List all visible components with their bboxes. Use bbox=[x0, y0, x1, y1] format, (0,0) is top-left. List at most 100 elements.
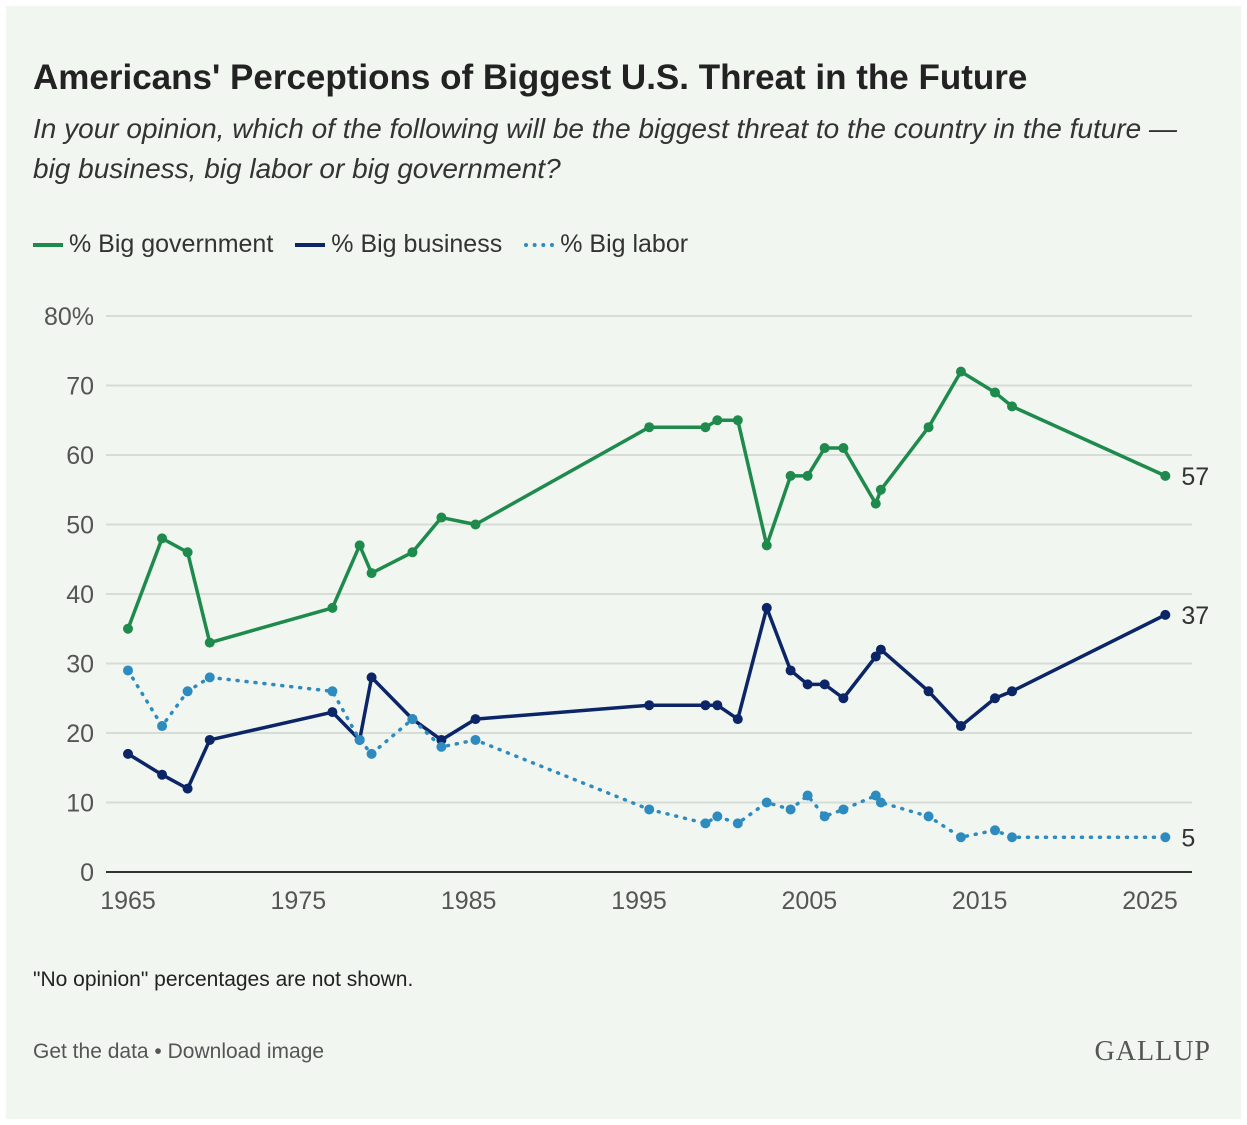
data-point bbox=[732, 415, 743, 426]
data-point bbox=[732, 818, 743, 829]
legend-item-business: % Big business bbox=[295, 230, 502, 259]
data-point bbox=[436, 741, 447, 752]
x-tick-label: 2015 bbox=[952, 887, 1008, 915]
legend-label: % Big business bbox=[331, 230, 503, 258]
data-point bbox=[955, 366, 966, 377]
data-point bbox=[470, 519, 481, 530]
data-point bbox=[761, 602, 772, 613]
data-point bbox=[838, 804, 849, 815]
data-point bbox=[366, 568, 377, 579]
data-point bbox=[819, 811, 830, 822]
y-tick-label: 50 bbox=[66, 512, 94, 540]
data-point bbox=[1007, 401, 1018, 412]
data-point bbox=[407, 714, 418, 725]
series-line-2 bbox=[126, 668, 1168, 839]
data-point bbox=[204, 672, 215, 683]
legend-label: % Big labor bbox=[560, 230, 689, 258]
data-point bbox=[870, 790, 881, 801]
end-label: 37 bbox=[1181, 602, 1209, 630]
data-point bbox=[157, 769, 168, 780]
data-point bbox=[436, 734, 447, 745]
data-point bbox=[123, 748, 133, 759]
data-point bbox=[1160, 609, 1171, 620]
data-point bbox=[1007, 686, 1018, 697]
data-point bbox=[923, 686, 934, 697]
data-point bbox=[785, 665, 796, 676]
x-tick-label: 1965 bbox=[100, 887, 156, 915]
x-tick-label: 1985 bbox=[441, 887, 497, 915]
data-point bbox=[470, 714, 481, 725]
data-point bbox=[327, 686, 338, 697]
legend-label: % Big government bbox=[69, 230, 274, 258]
data-point bbox=[732, 714, 743, 725]
data-point bbox=[157, 533, 168, 544]
data-point bbox=[785, 804, 796, 815]
data-point bbox=[785, 470, 796, 481]
legend: % Big government % Big business % Big la… bbox=[33, 230, 688, 259]
legend-swatch bbox=[33, 242, 63, 247]
data-point bbox=[644, 804, 655, 815]
data-point bbox=[366, 672, 377, 683]
data-point bbox=[761, 797, 772, 808]
footnote: "No opinion" percentages are not shown. bbox=[33, 968, 414, 991]
data-point bbox=[819, 679, 830, 690]
y-tick-label: 40 bbox=[66, 581, 94, 609]
download-image-link[interactable]: Download image bbox=[167, 1040, 325, 1063]
chart-subtitle: In your opinion, which of the following … bbox=[33, 113, 1177, 184]
chart-title: Americans' Perceptions of Biggest U.S. T… bbox=[33, 58, 1028, 97]
data-point bbox=[354, 734, 365, 745]
data-point bbox=[989, 825, 1000, 836]
y-tick-label: 10 bbox=[66, 790, 94, 818]
data-point bbox=[989, 387, 1000, 398]
data-point bbox=[870, 651, 881, 662]
plot-area: 0 10 20 30 40 50 60 70 80% 1965 1975 1985 1995 2005 20… bbox=[44, 303, 1209, 915]
data-point bbox=[182, 686, 193, 697]
chart-card: Americans' Perceptions of Biggest U.S. T… bbox=[6, 6, 1241, 1119]
data-point bbox=[644, 422, 655, 433]
data-point bbox=[182, 783, 193, 794]
y-tick-label: 0 bbox=[80, 859, 94, 887]
legend-item-labor: % Big labor bbox=[524, 230, 688, 259]
get-data-link[interactable]: Get the data bbox=[33, 1040, 149, 1063]
data-point bbox=[700, 422, 711, 433]
data-point bbox=[761, 540, 772, 551]
data-point bbox=[870, 498, 881, 509]
legend-swatch bbox=[524, 242, 555, 247]
footer-links: Get the data • Download image bbox=[33, 1040, 324, 1064]
data-point bbox=[700, 818, 711, 829]
data-point bbox=[838, 693, 849, 704]
y-tick-label: 70 bbox=[66, 373, 94, 401]
data-point bbox=[1160, 832, 1171, 843]
y-tick-label: 20 bbox=[66, 720, 94, 748]
data-point bbox=[875, 484, 886, 495]
data-point bbox=[700, 700, 711, 711]
separator: • bbox=[148, 1040, 168, 1063]
end-label: 5 bbox=[1181, 824, 1195, 852]
end-label: 57 bbox=[1181, 463, 1209, 491]
data-point bbox=[955, 832, 966, 843]
y-tick-label: 60 bbox=[66, 442, 94, 470]
data-point bbox=[712, 415, 723, 426]
data-point bbox=[354, 540, 365, 551]
data-point bbox=[802, 470, 813, 481]
data-point bbox=[644, 700, 655, 711]
data-point bbox=[923, 422, 934, 433]
data-point bbox=[838, 443, 849, 454]
data-point bbox=[123, 665, 133, 676]
data-point bbox=[802, 790, 813, 801]
data-point bbox=[327, 602, 338, 613]
data-point bbox=[1160, 470, 1171, 481]
legend-item-government: % Big government bbox=[33, 230, 273, 259]
data-point bbox=[712, 700, 723, 711]
data-point bbox=[819, 443, 830, 454]
data-point bbox=[802, 679, 813, 690]
x-tick-label: 2025 bbox=[1122, 887, 1178, 915]
data-point bbox=[366, 748, 377, 759]
x-tick-label: 1975 bbox=[271, 887, 327, 915]
data-point bbox=[989, 693, 1000, 704]
data-point bbox=[204, 734, 215, 745]
data-point bbox=[875, 797, 886, 808]
data-point bbox=[955, 721, 966, 732]
data-point bbox=[875, 644, 886, 655]
data-point bbox=[327, 707, 338, 718]
